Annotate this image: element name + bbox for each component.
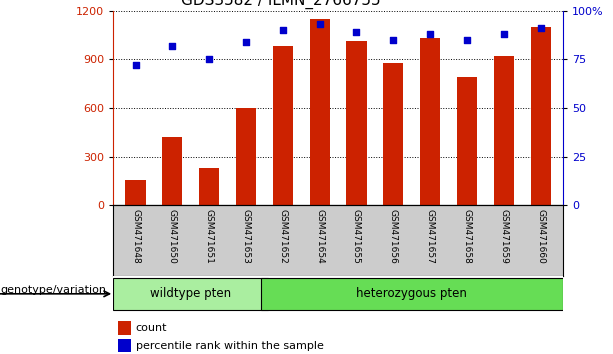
Text: percentile rank within the sample: percentile rank within the sample (136, 341, 324, 350)
Text: GSM471660: GSM471660 (536, 209, 545, 264)
Bar (199, 168, 219, 205)
Text: GSM471659: GSM471659 (500, 209, 508, 264)
Text: GSM471654: GSM471654 (315, 209, 324, 264)
Bar (310, 19, 330, 205)
Bar (420, 38, 440, 205)
Bar (346, 41, 367, 205)
Point (462, 37, 472, 43)
Point (389, 37, 398, 43)
Bar (113, 278, 268, 310)
Point (167, 43, 177, 48)
Bar (530, 27, 550, 205)
Text: GSM471656: GSM471656 (389, 209, 398, 264)
Text: GSM471657: GSM471657 (425, 209, 435, 264)
Bar (457, 77, 477, 205)
Point (204, 57, 214, 62)
Text: GSM471652: GSM471652 (278, 209, 287, 264)
Bar (273, 46, 293, 205)
Text: heterozygous pten: heterozygous pten (356, 287, 467, 300)
Bar (126, 180, 146, 205)
Point (278, 27, 287, 33)
Point (352, 29, 362, 35)
Text: GSM471655: GSM471655 (352, 209, 361, 264)
Text: genotype/variation: genotype/variation (0, 285, 106, 295)
Bar (118, 321, 131, 335)
Text: GSM471653: GSM471653 (242, 209, 251, 264)
Text: wildtype pten: wildtype pten (150, 287, 231, 300)
Bar (383, 63, 403, 205)
Bar (261, 278, 563, 310)
Point (241, 39, 251, 45)
Point (131, 62, 140, 68)
Bar (162, 137, 183, 205)
Text: GSM471658: GSM471658 (462, 209, 471, 264)
Point (499, 31, 509, 37)
Point (425, 31, 435, 37)
Text: GSM471650: GSM471650 (168, 209, 177, 264)
Text: count: count (136, 323, 167, 333)
Point (314, 22, 324, 27)
Point (536, 25, 546, 31)
Text: GSM471651: GSM471651 (205, 209, 214, 264)
Bar (236, 108, 256, 205)
Bar (493, 56, 514, 205)
Bar (118, 339, 131, 352)
Text: GDS3582 / ILMN_2766755: GDS3582 / ILMN_2766755 (181, 0, 381, 9)
Text: GSM471648: GSM471648 (131, 209, 140, 264)
